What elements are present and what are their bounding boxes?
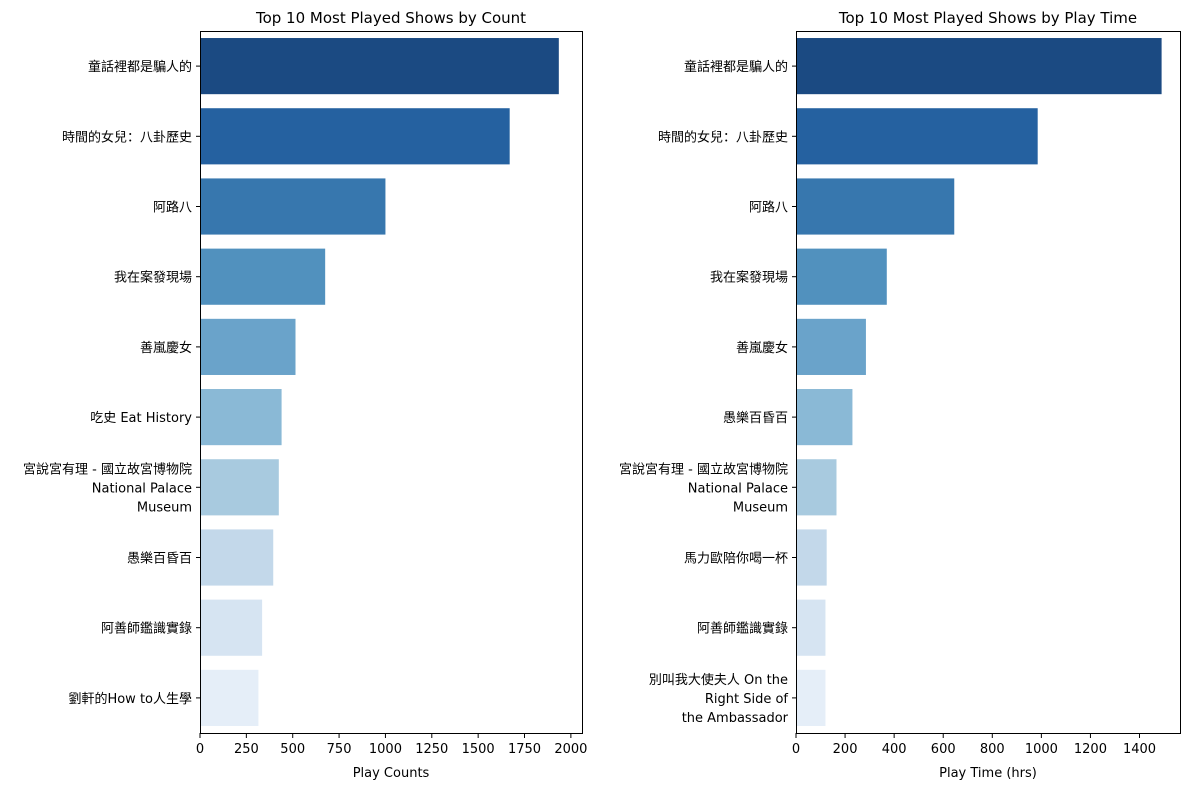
x-tick-label: 1200 [1074,742,1107,757]
bar [200,529,274,586]
category-label: 阿善師鑑識實錄 [101,621,192,637]
bar [796,248,887,305]
category-label: 善嵐慶女 [140,340,192,356]
chart-play-counts: Top 10 Most Played Shows by Count 童話裡都是騙… [23,9,587,781]
category-label: 吃史 Eat History [90,410,192,426]
x-tick-label: 1000 [1025,742,1058,757]
bar [796,389,853,446]
bar [200,108,510,165]
x-axis-label: Play Time (hrs) [939,766,1037,781]
bar [796,669,826,726]
x-tick-label: 0 [196,742,204,757]
bar [200,669,259,726]
bar [796,599,826,656]
category-label: 我在案發現場 [114,271,192,286]
category-label: 我在案發現場 [710,271,788,286]
category-label: 阿路八 [749,200,788,216]
bar-group [792,38,1162,726]
chart-title: Top 10 Most Played Shows by Play Time [838,9,1137,27]
category-label: 童話裡都是騙人的 [88,59,192,75]
category-label: 愚樂百昏百 [127,551,192,567]
x-axis-ticks: 0 250 500 750 1000 1250 1500 1750 2000 [196,733,587,757]
category-label: 童話裡都是騙人的 [684,59,788,75]
x-tick-label: 0 [792,742,800,757]
category-label: 別叫我大使夫人 On the [649,672,788,688]
category-label: 善嵐慶女 [736,340,788,356]
category-label: 宮說宮有理 - 國立故宮博物院 [23,461,192,477]
bar [796,38,1162,95]
x-tick-label: 600 [931,742,956,757]
bar [200,459,279,516]
bar [200,248,326,305]
x-tick-label: 2000 [554,742,587,757]
x-tick-label: 750 [327,742,352,757]
bar [796,459,837,516]
category-label: 愚樂百昏百 [723,410,788,426]
category-label: Right Side of [705,692,789,707]
chart-title: Top 10 Most Played Shows by Count [255,9,526,27]
bar [796,318,866,375]
category-labels: 童話裡都是騙人的時間的女兒：八卦歷史阿路八我在案發現場善嵐慶女愚樂百昏百宮說宮有… [619,59,789,726]
axes-frame [796,31,1181,734]
x-tick-label: 1000 [369,742,402,757]
bar [200,389,282,446]
bar [796,178,955,235]
x-tick-label: 250 [234,742,259,757]
category-label: Museum [137,500,192,515]
x-tick-label: 1750 [508,742,541,757]
category-label: National Palace [92,481,192,496]
x-axis-ticks: 0 200 400 600 800 1000 1200 1400 [792,733,1156,757]
x-tick-label: 1250 [415,742,448,757]
x-tick-label: 400 [882,742,907,757]
category-label: 阿路八 [153,200,192,216]
category-label: 宮說宮有理 - 國立故宮博物院 [619,461,788,477]
axes-frame [200,31,583,734]
x-tick-label: 1500 [462,742,495,757]
bar-group [196,38,559,726]
x-tick-label: 500 [280,742,305,757]
chart-play-time: Top 10 Most Played Shows by Play Time 童話… [619,9,1181,781]
bar [200,318,296,375]
category-label: National Palace [688,481,788,496]
category-label: Museum [733,500,788,515]
bar [200,178,386,235]
category-label: 馬力歐陪你喝一杯 [684,552,788,567]
x-tick-label: 800 [980,742,1005,757]
bar [200,38,559,95]
category-label: 時間的女兒：八卦歷史 [62,129,192,145]
category-label: 阿善師鑑識實錄 [697,621,788,637]
category-label: the Ambassador [682,711,789,726]
x-tick-label: 200 [833,742,858,757]
x-tick-label: 1400 [1123,742,1156,757]
bar [796,529,827,586]
bar [200,599,263,656]
x-axis-label: Play Counts [353,766,430,781]
category-label: 時間的女兒：八卦歷史 [658,129,788,145]
category-label: 劉軒的How to人生學 [68,691,192,707]
bar [796,108,1038,165]
